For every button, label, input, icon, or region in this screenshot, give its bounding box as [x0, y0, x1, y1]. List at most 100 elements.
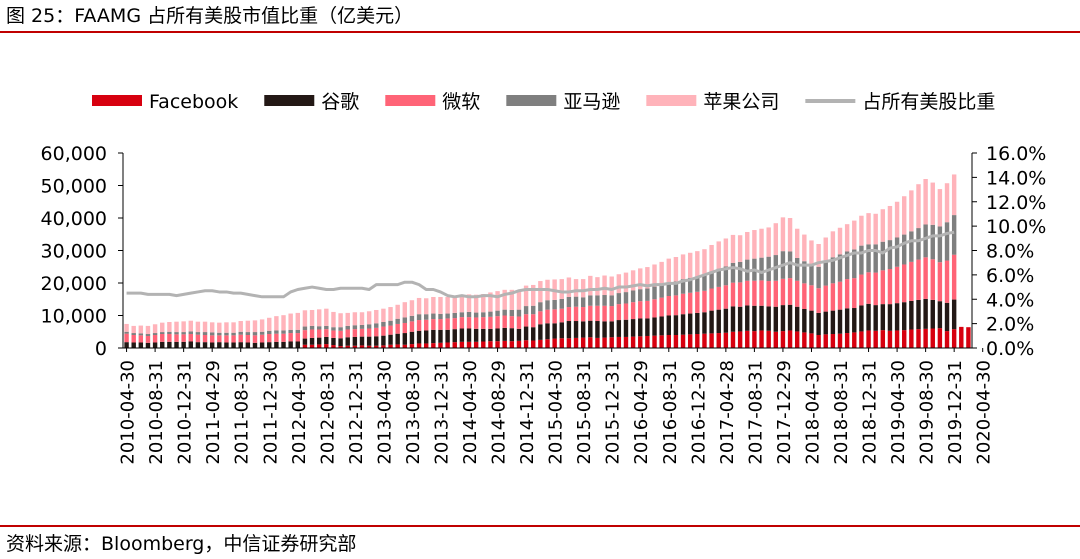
bar-facebook — [531, 340, 536, 348]
bar-amazon — [702, 274, 707, 291]
bar-apple — [431, 296, 436, 314]
bar-microsoft — [231, 335, 236, 343]
bar-microsoft — [666, 296, 671, 316]
bar-microsoft — [245, 335, 251, 343]
bar-google — [759, 305, 764, 331]
bar-facebook — [424, 343, 429, 348]
bar-facebook — [666, 335, 671, 348]
y2-tick-label: 2.0% — [986, 314, 1034, 336]
bar-google — [288, 341, 293, 348]
bar-apple — [580, 279, 586, 298]
bar-apple — [794, 228, 800, 258]
bar-microsoft — [837, 281, 843, 310]
bar-microsoft — [281, 333, 286, 342]
bar-google — [737, 306, 743, 332]
bar-apple — [288, 313, 293, 330]
bar-apple — [623, 272, 629, 293]
y2-tick-label: 8.0% — [986, 241, 1034, 263]
bar-amazon — [424, 314, 429, 320]
bar-google — [866, 303, 871, 331]
bar-google — [787, 304, 793, 331]
bar-amazon — [181, 332, 186, 335]
bar-amazon — [737, 261, 743, 283]
bar-apple — [659, 261, 664, 285]
bar-google — [937, 301, 943, 329]
bar-facebook — [902, 330, 907, 349]
bar-amazon — [809, 264, 814, 286]
bar-amazon — [366, 324, 372, 329]
bar-apple — [709, 244, 714, 272]
bar-apple — [916, 184, 921, 229]
bar-amazon — [623, 292, 629, 304]
bar-facebook — [802, 332, 807, 348]
bar-facebook — [759, 330, 764, 348]
bar-apple — [381, 308, 386, 322]
bar-microsoft — [887, 269, 893, 305]
bar-apple — [424, 298, 429, 315]
bar-facebook — [445, 342, 450, 348]
bar-google — [880, 304, 886, 331]
bar-google — [516, 328, 522, 341]
bar-google — [359, 336, 365, 346]
bar-amazon — [345, 325, 350, 330]
bar-amazon — [209, 332, 215, 336]
bar-microsoft — [609, 306, 614, 322]
bar-google — [673, 315, 679, 335]
bar-microsoft — [202, 335, 208, 343]
bar-microsoft — [559, 308, 564, 323]
bar-amazon — [495, 310, 500, 317]
bar-microsoft — [623, 303, 629, 320]
bar-facebook — [716, 333, 721, 348]
bar-facebook — [559, 338, 564, 348]
bar-google — [595, 321, 600, 338]
bar-amazon — [923, 224, 928, 258]
bar-microsoft — [274, 333, 279, 342]
bar-facebook — [887, 330, 893, 348]
bar-google — [630, 319, 636, 337]
x-tick-label: 2011-04-29 — [203, 360, 224, 465]
stacked-bars — [124, 174, 971, 349]
bar-facebook — [723, 332, 729, 348]
bar-facebook — [316, 344, 322, 348]
bar-microsoft — [424, 319, 429, 331]
bar-microsoft — [902, 264, 907, 303]
bar-facebook — [538, 339, 543, 349]
bar-microsoft — [580, 307, 586, 322]
bar-microsoft — [431, 319, 436, 330]
bar-microsoft — [566, 307, 572, 322]
bar-microsoft — [267, 334, 272, 343]
bar-facebook — [409, 344, 415, 348]
bar-microsoft — [766, 281, 771, 307]
bar-microsoft — [302, 330, 308, 339]
bar-amazon — [695, 276, 700, 292]
bar-amazon — [802, 261, 807, 284]
bar-facebook — [488, 341, 493, 348]
bar-amazon — [538, 302, 543, 312]
bar-google — [431, 329, 436, 344]
bar-facebook — [787, 330, 793, 348]
bar-facebook — [844, 333, 850, 348]
bar-apple — [402, 302, 408, 318]
bar-google — [745, 305, 750, 331]
bar-amazon — [916, 228, 921, 260]
bar-amazon — [638, 289, 643, 302]
x-tick-label: 2015-12-31 — [603, 360, 624, 465]
bar-apple — [723, 238, 729, 267]
bar-google — [902, 302, 907, 331]
bar-google — [274, 341, 279, 348]
x-tick-label: 2010-12-31 — [175, 360, 196, 465]
bar-facebook — [737, 331, 743, 348]
bar-google — [495, 328, 500, 342]
bar-google — [859, 305, 864, 332]
bar-apple — [167, 322, 172, 332]
bar-apple — [274, 316, 279, 331]
bar-microsoft — [780, 278, 786, 306]
bar-google — [424, 330, 429, 344]
legend-label-microsoft: 微软 — [442, 91, 480, 113]
bar-amazon — [730, 262, 736, 283]
y2-tick-label: 10.0% — [986, 216, 1046, 238]
bar-amazon — [452, 312, 457, 319]
bar-microsoft — [195, 334, 201, 343]
bar-google — [695, 312, 700, 335]
bar-apple — [473, 294, 479, 313]
